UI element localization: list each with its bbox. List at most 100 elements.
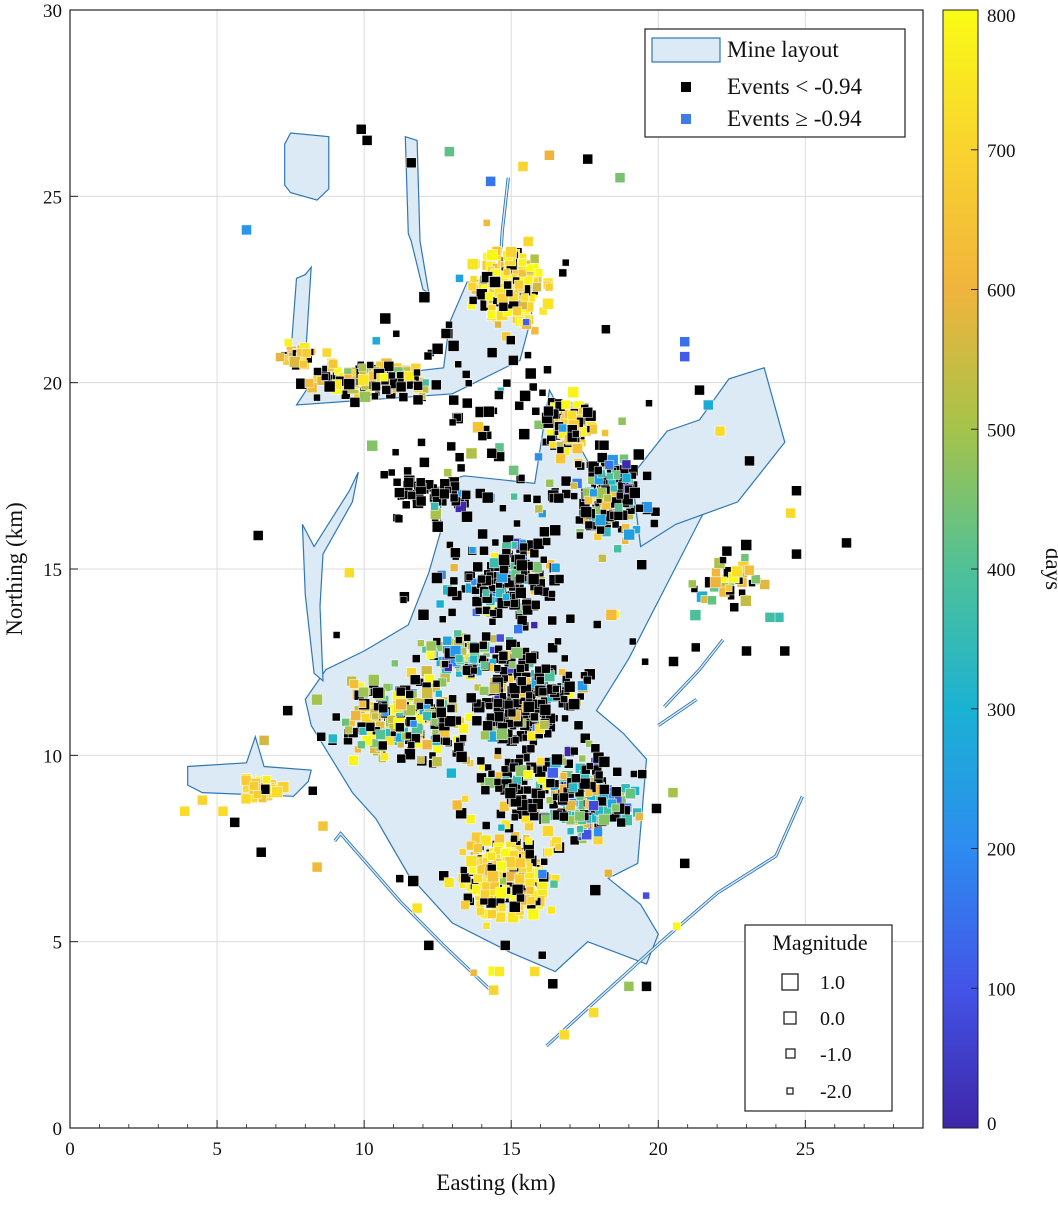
event-point-1219 (377, 740, 388, 751)
event-point-987 (480, 661, 489, 670)
event-point-133 (534, 268, 544, 277)
event-point-2227 (534, 504, 544, 514)
y-tick-label-4: 20 (43, 374, 62, 395)
event-point-2393 (282, 705, 293, 716)
event-point-2260 (637, 769, 647, 779)
event-point-2108 (446, 767, 457, 779)
legend-label-events-below: Events < -0.94 (727, 74, 862, 99)
event-point-2015 (721, 545, 733, 557)
event-point-366 (421, 378, 430, 387)
event-point-2352 (544, 150, 555, 161)
event-point-2351 (444, 146, 455, 157)
event-point-1858 (482, 922, 491, 930)
y-tick-label-0: 0 (53, 1119, 63, 1140)
event-point-2333 (469, 968, 478, 977)
event-point-752 (584, 495, 593, 505)
event-point-2373 (741, 645, 752, 657)
event-point-2302 (542, 537, 551, 546)
event-point-2288 (465, 692, 477, 704)
event-point-2027 (711, 567, 721, 578)
event-point-757 (616, 491, 624, 500)
event-point-2111 (545, 778, 556, 788)
event-point-713 (604, 460, 615, 470)
event-point-2030 (740, 539, 752, 551)
event-point-2384 (197, 794, 208, 806)
event-point-866 (529, 548, 540, 559)
event-point-225 (517, 268, 527, 278)
event-point-383 (313, 367, 322, 376)
event-point-1244 (395, 698, 407, 711)
event-point-708 (596, 452, 608, 463)
event-point-763 (621, 459, 632, 470)
event-point-2127 (590, 743, 601, 754)
event-point-2154 (551, 753, 563, 766)
event-point-974 (412, 654, 421, 663)
event-point-2336 (628, 637, 637, 646)
event-point-1272 (454, 654, 464, 664)
event-point-2189 (453, 413, 462, 422)
event-point-2205 (532, 495, 542, 504)
event-point-474 (299, 359, 308, 369)
event-point-2208 (494, 442, 505, 453)
event-point-876 (532, 537, 545, 550)
event-point-1712 (527, 908, 540, 921)
event-point-530 (598, 440, 610, 451)
colorbar-tick-label-7: 700 (987, 141, 1016, 162)
magnitude-label-neg2: -2.0 (820, 1081, 852, 1103)
event-point-825 (431, 572, 443, 584)
event-point-2335 (611, 803, 620, 813)
event-point-1005 (463, 634, 471, 642)
event-point-347 (461, 370, 471, 379)
event-point-655 (560, 475, 572, 487)
event-point-438 (357, 374, 370, 386)
event-point-1463 (485, 702, 494, 710)
event-point-90 (467, 281, 478, 292)
event-point-2238 (403, 477, 415, 488)
colorbar-ticks: 0 100 200 300 400 500 600 700 800 (971, 6, 1016, 1135)
event-point-1212 (404, 704, 416, 716)
event-point-422 (396, 371, 405, 379)
colorbar-tick-label-8: 800 (987, 6, 1016, 27)
event-point-2301 (610, 786, 622, 797)
event-point-1904 (487, 851, 496, 861)
event-point-2315 (332, 631, 341, 639)
event-point-2225 (464, 379, 473, 387)
magnitude-marker-neg2 (786, 1087, 794, 1095)
event-point-1898 (514, 857, 526, 869)
event-point-1222 (416, 702, 424, 710)
event-point-554 (567, 386, 580, 399)
event-point-1456 (539, 704, 552, 716)
event-point-2013 (759, 579, 770, 590)
event-point-2176 (517, 474, 526, 482)
event-point-2159 (453, 742, 465, 753)
event-point-2323 (523, 701, 535, 713)
event-point-816 (449, 563, 459, 572)
event-point-714 (584, 520, 594, 530)
event-point-1777 (460, 866, 468, 874)
event-point-2317 (493, 778, 502, 786)
event-point-1450 (538, 687, 548, 697)
event-point-1008 (469, 642, 480, 654)
event-point-2219 (431, 343, 444, 355)
event-point-2311 (407, 741, 416, 749)
event-point-2364 (714, 425, 726, 437)
event-point-417 (403, 370, 415, 382)
event-point-324 (341, 389, 351, 400)
event-point-2190 (558, 423, 567, 433)
event-point-2235 (502, 378, 512, 388)
event-point-2131 (494, 771, 503, 780)
event-point-2172 (543, 405, 554, 417)
event-point-2305 (558, 668, 566, 676)
event-point-2353 (517, 161, 529, 172)
event-point-2289 (689, 609, 702, 621)
event-point-915 (533, 585, 544, 596)
legend-swatch-events-above (681, 114, 691, 124)
event-point-2109 (570, 746, 579, 756)
event-point-2158 (598, 756, 611, 768)
event-point-724 (606, 472, 614, 481)
magnitude-marker-neg1 (785, 1048, 796, 1059)
event-point-2042 (578, 754, 587, 763)
event-point-2349 (493, 698, 503, 708)
event-point-1231 (344, 725, 353, 735)
event-point-2201 (455, 274, 464, 283)
